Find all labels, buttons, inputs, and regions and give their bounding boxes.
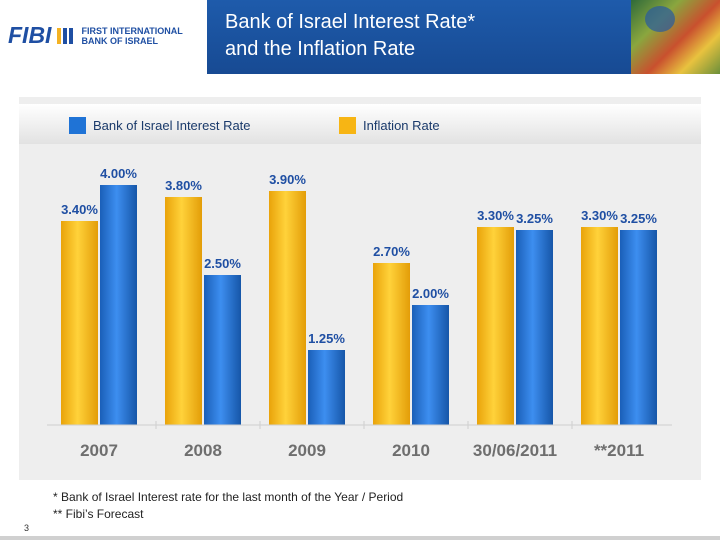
bar-inflation-1 — [165, 197, 202, 425]
data-label-interest-2: 1.25% — [308, 331, 345, 346]
bar-interest-2 — [308, 350, 345, 425]
logo-line-2: BANK OF ISRAEL — [81, 35, 158, 46]
bar-interest-0 — [100, 185, 137, 425]
legend-item-inflation: Inflation Rate — [339, 117, 440, 134]
data-label-inflation-5: 3.30% — [581, 208, 618, 223]
bar-inflation-4 — [477, 227, 514, 425]
fibi-logo: FIBI FIRST INTERNATIONAL BANK OF ISRAEL — [8, 22, 183, 49]
data-label-inflation-4: 3.30% — [477, 208, 514, 223]
bottom-rule — [0, 536, 720, 540]
logo-stripes-icon — [57, 27, 74, 44]
x-tick-label-1: 2008 — [184, 441, 222, 460]
bar-inflation-5 — [581, 227, 618, 425]
title-line-1: Bank of Israel Interest Rate* — [225, 11, 476, 33]
data-label-inflation-3: 2.70% — [373, 244, 410, 259]
data-label-inflation-0: 3.40% — [61, 202, 98, 217]
x-tick-label-0: 2007 — [80, 441, 118, 460]
bar-inflation-2 — [269, 191, 306, 425]
legend-label-interest: Bank of Israel Interest Rate — [93, 118, 251, 133]
header-photo — [631, 0, 720, 74]
legend: Bank of Israel Interest Rate Inflation R… — [19, 104, 701, 144]
footnote-star: * Bank of Israel Interest rate for the l… — [53, 490, 404, 504]
data-label-inflation-1: 3.80% — [165, 178, 202, 193]
x-tick-label-5: **2011 — [594, 441, 644, 460]
header: FIBI FIRST INTERNATIONAL BANK OF ISRAEL … — [0, 0, 720, 74]
data-label-interest-5: 3.25% — [620, 211, 657, 226]
footnote-double-star: ** Fibi’s Forecast — [53, 507, 144, 521]
bar-inflation-3 — [373, 263, 410, 425]
legend-item-interest: Bank of Israel Interest Rate — [69, 117, 251, 134]
logo-wordmark: FIBI — [8, 22, 52, 48]
bar-interest-5 — [620, 230, 657, 425]
bar-interest-4 — [516, 230, 553, 425]
data-label-interest-1: 2.50% — [204, 256, 241, 271]
data-label-inflation-2: 3.90% — [269, 172, 306, 187]
legend-swatch-inflation — [339, 117, 356, 134]
bar-inflation-0 — [61, 221, 98, 425]
data-label-interest-4: 3.25% — [516, 211, 553, 226]
legend-swatch-interest — [69, 117, 86, 134]
title-band: Bank of Israel Interest Rate* and the In… — [207, 0, 631, 74]
bar-interest-3 — [412, 305, 449, 425]
bar-interest-1 — [204, 275, 241, 425]
data-label-interest-3: 2.00% — [412, 286, 449, 301]
slide-title: Bank of Israel Interest Rate* and the In… — [225, 9, 475, 63]
x-tick-label-4: 30/06/2011 — [473, 441, 557, 460]
data-label-interest-0: 4.00% — [100, 166, 137, 181]
logo-bank-name: FIRST INTERNATIONAL BANK OF ISRAEL — [81, 26, 182, 46]
x-tick-label-2: 2009 — [288, 441, 326, 460]
logo-line-1: FIRST INTERNATIONAL — [81, 25, 183, 36]
legend-label-inflation: Inflation Rate — [363, 118, 440, 133]
title-line-2: and the Inflation Rate — [225, 38, 416, 60]
page-number: 3 — [24, 523, 30, 533]
x-tick-label-3: 2010 — [392, 441, 430, 460]
